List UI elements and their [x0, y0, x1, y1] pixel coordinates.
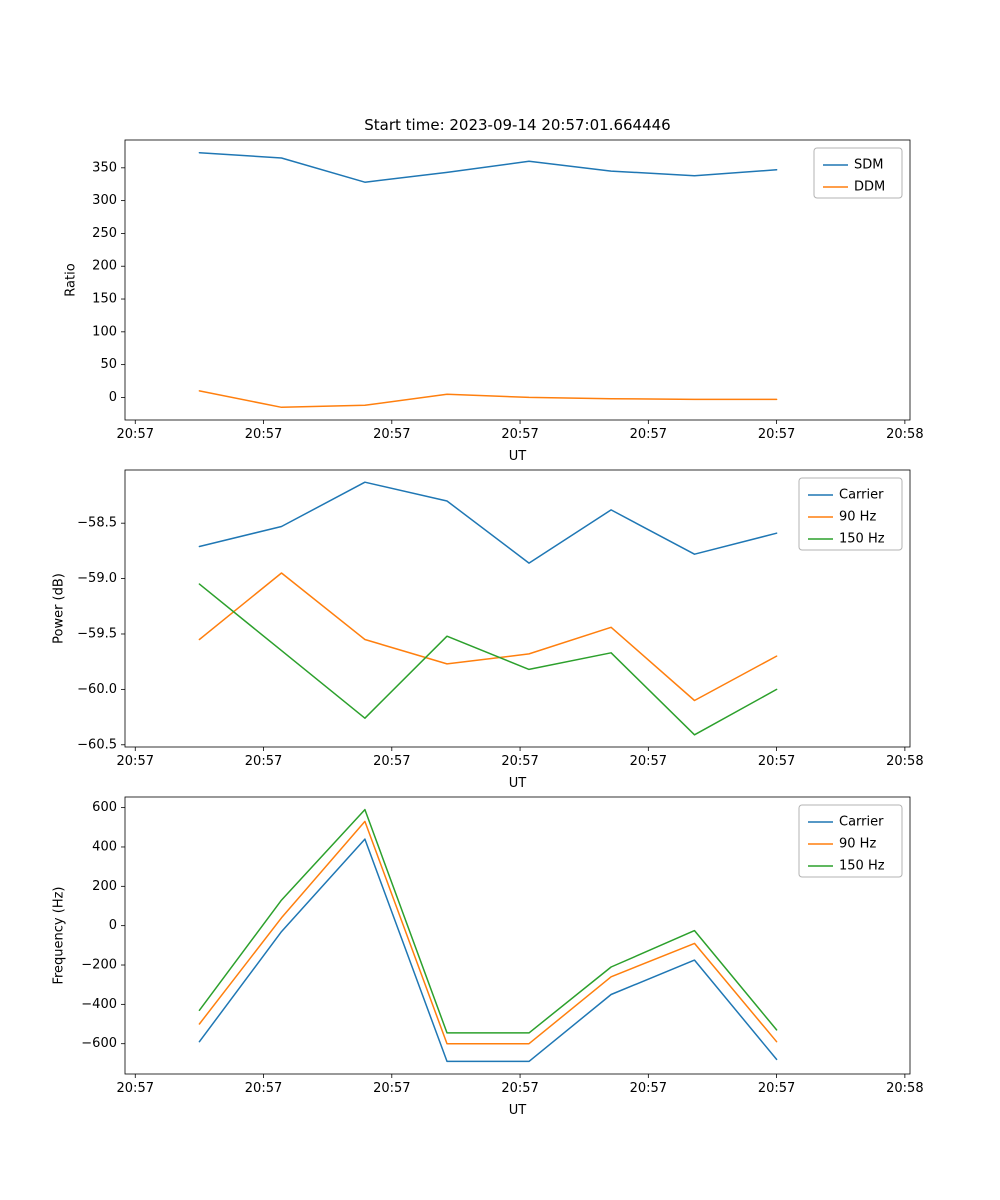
legend-label: 150 Hz: [839, 532, 885, 547]
x-tick-label: 20:57: [501, 754, 538, 769]
legend-label: DDM: [854, 180, 885, 195]
series-line-sdm: [198, 151, 778, 183]
legend: SDM DDM: [813, 147, 903, 199]
x-tick-label: 20:57: [630, 754, 667, 769]
series-line-carrier: [198, 481, 778, 564]
y-tick-label: −60.5: [77, 737, 117, 752]
legend-label: SDM: [854, 158, 883, 173]
y-tick-label: 200: [92, 259, 117, 274]
legend: Carrier 90 Hz 150 Hz: [798, 477, 903, 551]
x-tick-label: 20:57: [758, 1081, 795, 1096]
y-tick-label: 250: [92, 226, 117, 241]
y-axis-label: Ratio: [64, 263, 79, 296]
x-tick-label: 20:57: [245, 427, 282, 442]
y-tick-label: 0: [109, 918, 117, 933]
y-tick-label: 200: [92, 879, 117, 894]
x-axis-label: UT: [509, 1103, 527, 1118]
axes-frame: [124, 469, 911, 748]
x-tick-label: 20:57: [245, 754, 282, 769]
subplot-3: 20:57 20:57 20:57 20:57 20:57 20:57 20:58 −600 −…: [52, 796, 924, 1118]
y-tick-label: 0: [109, 390, 117, 405]
y-tick-label: −600: [81, 1036, 117, 1051]
x-tick-label: 20:57: [117, 427, 154, 442]
y-tick-label: −400: [81, 997, 117, 1012]
x-tick-label: 20:57: [373, 1081, 410, 1096]
x-tick-label: 20:58: [886, 1081, 923, 1096]
y-tick-label: −60.0: [77, 682, 117, 697]
series-line-carrier: [198, 838, 778, 1063]
legend-label: Carrier: [839, 815, 884, 830]
x-tick-label: 20:57: [501, 1081, 538, 1096]
x-tick-label: 20:57: [117, 1081, 154, 1096]
y-tick-label: 50: [100, 357, 117, 372]
y-tick-label: −59.5: [77, 626, 117, 641]
axes-frame: [124, 796, 911, 1075]
y-tick-label: 600: [92, 800, 117, 815]
axes-frame: [124, 139, 911, 421]
x-tick-label: 20:57: [501, 427, 538, 442]
x-tick-label: 20:57: [630, 427, 667, 442]
legend-box: [798, 804, 903, 878]
subplot-2: 20:57 20:57 20:57 20:57 20:57 20:57 20:58 −60.5…: [52, 469, 924, 791]
y-tick-label: 100: [92, 324, 117, 339]
y-tick-label: 350: [92, 160, 117, 175]
legend-label: 90 Hz: [839, 837, 876, 852]
x-axis-label: UT: [509, 776, 527, 791]
y-tick-label: 400: [92, 839, 117, 854]
y-axis-label: Power (dB): [52, 573, 67, 644]
x-tick-label: 20:57: [630, 1081, 667, 1096]
y-tick-label: −59.0: [77, 571, 117, 586]
series-line-ddm: [198, 390, 778, 409]
legend-box: [798, 477, 903, 551]
x-tick-label: 20:57: [373, 754, 410, 769]
x-tick-label: 20:57: [117, 754, 154, 769]
legend-label: Carrier: [839, 488, 884, 503]
subplot-1: 20:57 20:57 20:57 20:57 20:57 20:57 20:58 0 50 10…: [64, 139, 924, 464]
series-line-90-hz: [198, 820, 778, 1045]
legend-label: 150 Hz: [839, 859, 885, 874]
x-tick-label: 20:57: [245, 1081, 282, 1096]
legend: Carrier 90 Hz 150 Hz: [798, 804, 903, 878]
chart-title: Start time: 2023-09-14 20:57:01.664446: [364, 116, 671, 134]
x-tick-label: 20:57: [758, 754, 795, 769]
series-line-150-hz: [198, 808, 778, 1034]
y-tick-label: 150: [92, 292, 117, 307]
legend-box: [813, 147, 903, 199]
y-tick-label: −200: [81, 958, 117, 973]
x-tick-label: 20:57: [758, 427, 795, 442]
y-axis-label: Frequency (Hz): [52, 886, 67, 984]
x-axis-label: UT: [509, 449, 527, 464]
x-tick-label: 20:58: [886, 427, 923, 442]
legend-label: 90 Hz: [839, 510, 876, 525]
x-tick-label: 20:58: [886, 754, 923, 769]
x-tick-label: 20:57: [373, 427, 410, 442]
y-tick-label: 300: [92, 193, 117, 208]
series-line-90-hz: [198, 572, 778, 702]
series-line-150-hz: [198, 583, 778, 736]
y-tick-label: −58.5: [77, 516, 117, 531]
